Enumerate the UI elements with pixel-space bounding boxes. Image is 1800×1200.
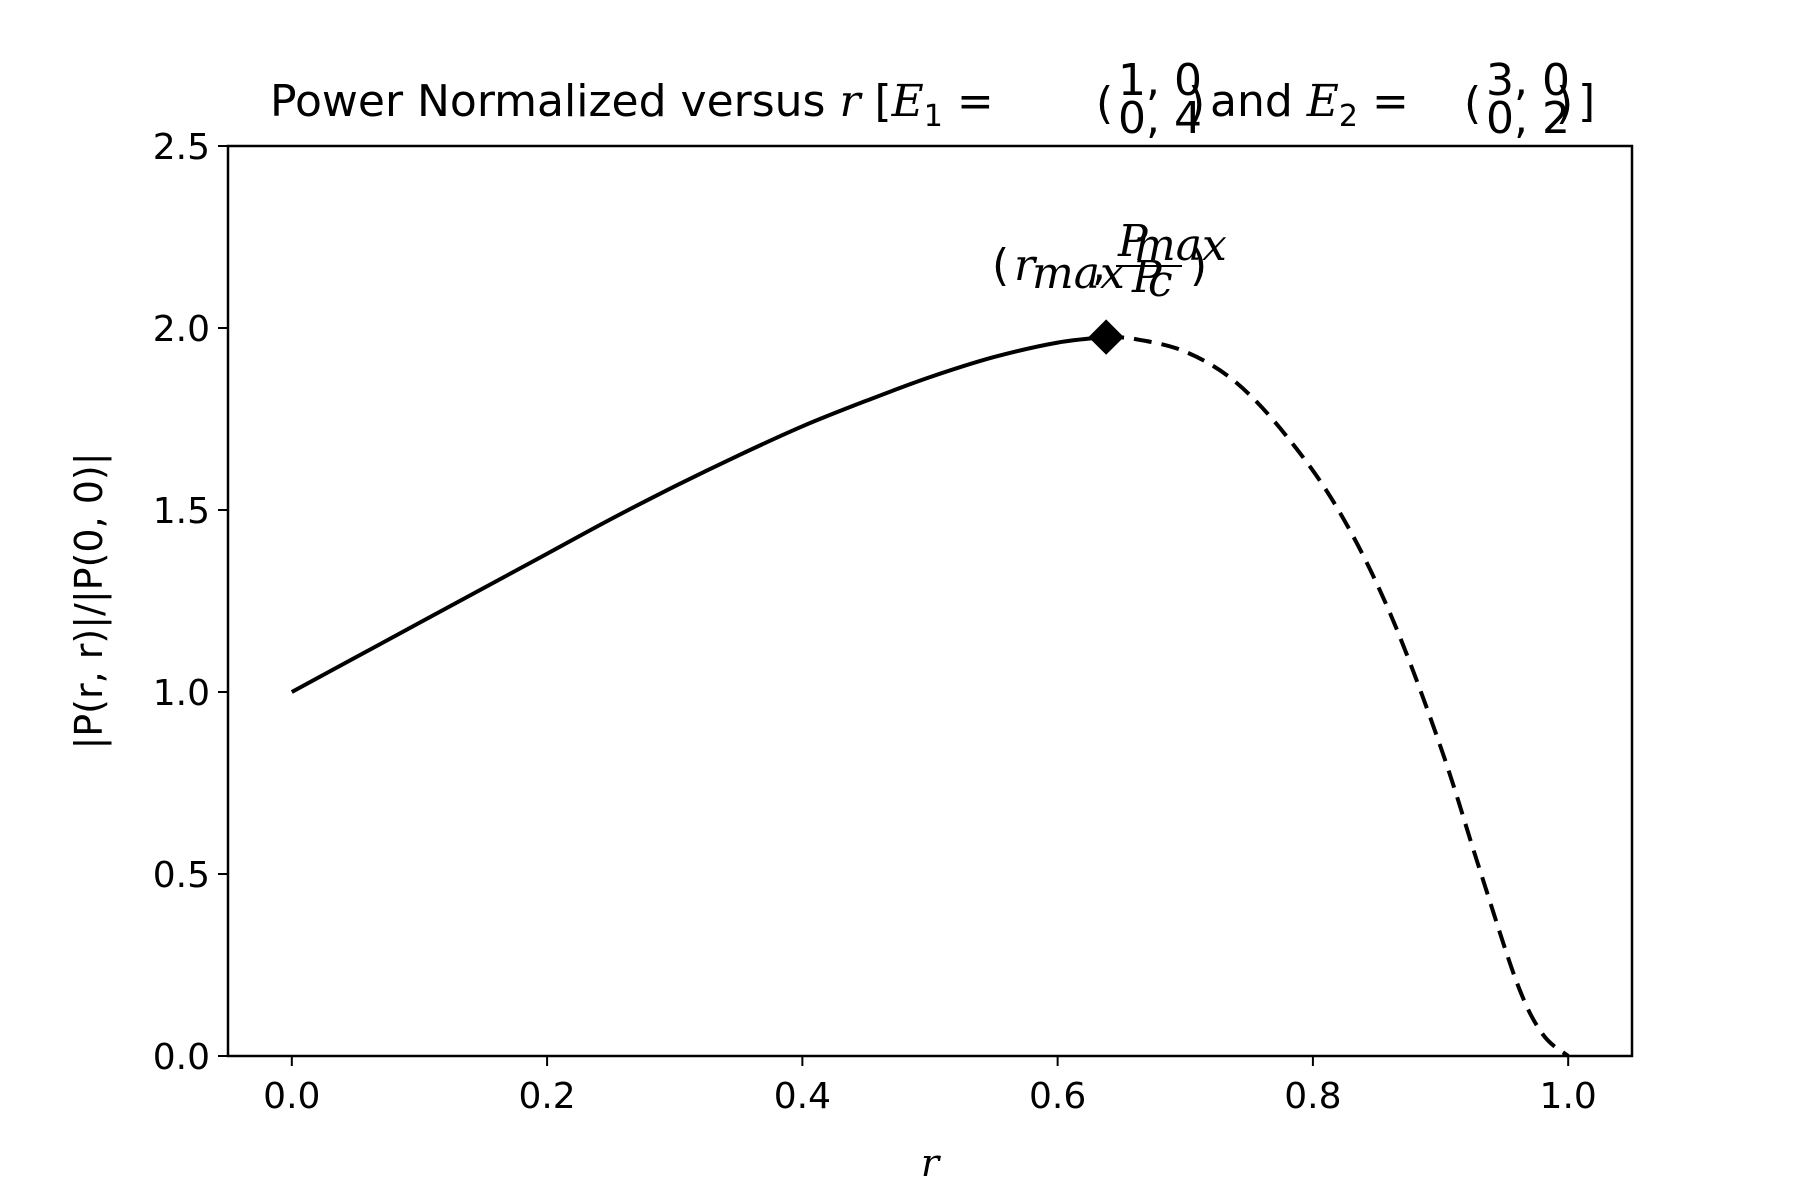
chart-title: Power Normalized versus r [E1 = ( 1, 0 0… [270,55,1595,144]
annotation-r-sub: max [1032,248,1125,299]
series-solid-line [290,335,1107,694]
x-tick-label: 0.8 [1284,1076,1341,1117]
y-tick-label: 0.5 [153,855,210,896]
x-axis: 0.0 0.2 0.4 0.6 0.8 1.0 [263,1056,1597,1117]
title-e1: E [891,76,924,127]
title-matrix1-rparen: ) [1188,78,1205,129]
x-axis-label: r [921,1141,942,1185]
title-and: and [1210,76,1307,127]
marker-layer [1088,319,1124,355]
title-e2-sub: 2 [1339,99,1358,134]
series-layer [290,335,1570,1058]
title-prefix: Power Normalized versus [270,76,839,127]
annotation-num: P [1117,216,1149,267]
y-tick-label: 0.0 [153,1037,210,1078]
y-tick-label: 1.5 [153,491,210,532]
title-matrix2-rparen: ) [1556,78,1573,129]
max-annotation: ( r max , P max P c ) [992,216,1227,307]
annotation-lparen: ( [992,240,1009,291]
title-var: r [839,76,863,127]
x-tick-label: 0.2 [518,1076,575,1117]
y-axis: 0.0 0.5 1.0 1.5 2.0 2.5 [153,127,228,1078]
x-tick-label: 0.6 [1029,1076,1086,1117]
y-tick-label: 2.0 [153,309,210,350]
max-marker [1088,319,1124,355]
title-e2: E [1306,76,1339,127]
svg-text:Power Normalized versus r [E1: Power Normalized versus r [E1 = [270,76,994,134]
x-tick-label: 0.4 [774,1076,831,1117]
annotation-den: P [1131,252,1163,303]
y-tick-label: 2.5 [153,127,210,168]
svg-text:and E2 =: and E2 = [1210,76,1409,134]
title-matrix1-lparen: ( [1096,78,1113,129]
title-matrix2-row2: 0, 2 [1486,93,1570,144]
y-axis-label: |P(r, r)|/|P(0, 0)| [67,452,112,749]
y-tick-label: 1.0 [153,673,210,714]
annotation-rparen: ) [1190,240,1207,291]
title-matrix1-row1: 1, 0 [1118,55,1202,106]
title-close-bracket: ] [1578,76,1595,127]
annotation-comma: , [1092,240,1106,291]
title-matrix2-row1: 3, 0 [1486,55,1570,106]
title-matrix1-row2: 0, 4 [1118,93,1202,144]
x-tick-label: 1.0 [1540,1076,1597,1117]
annotation-den-sub: c [1148,256,1173,307]
plot-area [226,144,1634,1058]
title-e1-sub: 1 [924,99,943,134]
annotation-r: r [1014,240,1038,291]
title-matrix2-lparen: ( [1464,78,1481,129]
x-tick-label: 0.0 [263,1076,320,1117]
annotation-num-sub: max [1134,220,1227,271]
series-dashed-line [1105,335,1570,1058]
